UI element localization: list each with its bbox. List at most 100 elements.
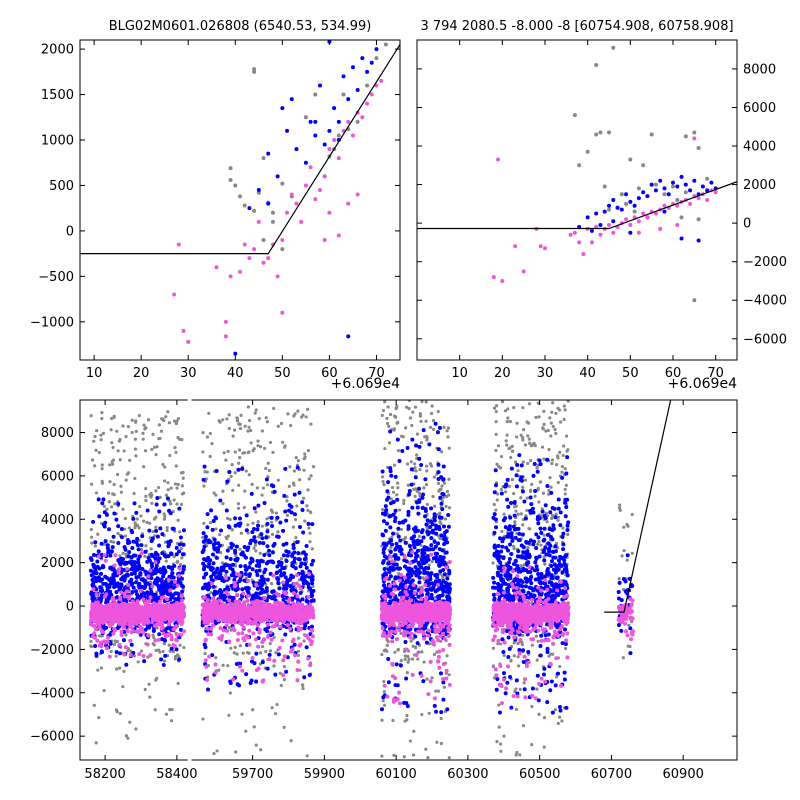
data-point-pink bbox=[104, 606, 109, 611]
data-point-blue bbox=[211, 552, 216, 557]
data-point-grey bbox=[395, 493, 399, 497]
data-point-grey bbox=[382, 703, 387, 707]
data-point-blue bbox=[177, 542, 182, 547]
data-point-pink bbox=[236, 631, 241, 636]
data-point-pink bbox=[641, 211, 646, 216]
data-point-blue bbox=[222, 595, 227, 600]
data-point-grey bbox=[417, 650, 421, 654]
data-point-grey bbox=[175, 419, 179, 423]
data-point-blue bbox=[289, 97, 294, 102]
data-point-blue bbox=[230, 596, 235, 601]
data-point-blue bbox=[122, 561, 127, 566]
data-point-blue bbox=[244, 513, 249, 518]
data-point-grey bbox=[414, 646, 418, 650]
data-point-blue bbox=[284, 518, 289, 523]
data-point-grey bbox=[164, 712, 169, 716]
data-point-grey bbox=[301, 413, 305, 417]
data-point-blue bbox=[159, 586, 164, 591]
data-point-grey bbox=[419, 441, 423, 445]
data-point-blue bbox=[104, 512, 109, 517]
data-point-blue bbox=[134, 589, 139, 594]
data-point-pink bbox=[280, 638, 285, 643]
data-point-blue bbox=[441, 568, 446, 573]
data-point-pink bbox=[280, 238, 285, 242]
data-point-pink bbox=[296, 627, 301, 632]
data-point-grey bbox=[124, 434, 128, 439]
data-point-grey bbox=[391, 490, 396, 494]
data-point-grey bbox=[163, 540, 167, 544]
data-point-grey bbox=[392, 463, 397, 467]
data-point-grey bbox=[413, 494, 417, 499]
data-point-blue bbox=[709, 180, 714, 185]
data-point-blue bbox=[311, 598, 316, 603]
data-point-grey bbox=[405, 671, 409, 675]
data-point-grey bbox=[313, 92, 318, 97]
data-point-blue bbox=[137, 581, 142, 586]
data-point-pink bbox=[300, 602, 305, 607]
data-point-blue bbox=[100, 577, 105, 582]
data-point-grey bbox=[157, 437, 161, 441]
data-point-grey bbox=[149, 547, 153, 551]
data-point-grey bbox=[386, 640, 390, 644]
data-point-grey bbox=[212, 491, 216, 495]
data-point-grey bbox=[137, 526, 141, 530]
data-point-blue bbox=[255, 595, 260, 600]
data-point-grey bbox=[180, 492, 185, 496]
data-point-pink bbox=[100, 630, 105, 635]
data-point-blue bbox=[265, 666, 270, 671]
data-point-pink bbox=[238, 269, 242, 274]
data-point-grey bbox=[270, 210, 275, 215]
data-point-grey bbox=[235, 419, 240, 423]
data-point-grey bbox=[387, 424, 391, 428]
data-point-blue bbox=[110, 545, 115, 550]
data-point-grey bbox=[172, 419, 177, 423]
data-point-grey bbox=[303, 452, 307, 456]
data-point-blue bbox=[119, 582, 124, 587]
data-point-grey bbox=[414, 487, 418, 491]
data-point-grey bbox=[106, 491, 111, 495]
data-point-grey bbox=[108, 480, 112, 484]
data-point-blue bbox=[155, 496, 160, 501]
data-point-pink bbox=[286, 599, 291, 604]
data-point-grey bbox=[306, 508, 310, 512]
data-point-blue bbox=[594, 211, 599, 216]
data-point-blue bbox=[230, 567, 235, 572]
data-point-blue bbox=[96, 549, 101, 554]
data-point-grey bbox=[97, 715, 101, 720]
data-point-blue bbox=[395, 497, 400, 502]
panel-top-right-title: 3 794 2080.5 -8.000 -8 [60754.908, 60758… bbox=[420, 19, 733, 34]
data-point-pink bbox=[293, 608, 298, 613]
data-point-blue bbox=[99, 649, 104, 654]
y-tick-label: 2000 bbox=[743, 178, 776, 193]
data-point-blue bbox=[129, 561, 134, 566]
data-point-blue bbox=[167, 508, 172, 513]
data-point-blue bbox=[299, 561, 304, 566]
data-point-pink bbox=[281, 620, 286, 625]
data-point-blue bbox=[287, 583, 292, 588]
data-point-grey bbox=[243, 424, 247, 428]
data-point-pink bbox=[237, 664, 242, 669]
data-point-grey bbox=[150, 447, 154, 452]
data-point-pink bbox=[228, 274, 233, 279]
data-point-blue bbox=[284, 559, 289, 564]
data-point-pink bbox=[128, 638, 133, 643]
data-point-grey bbox=[392, 427, 397, 431]
data-point-pink bbox=[304, 633, 309, 638]
data-point-grey bbox=[154, 525, 158, 529]
data-point-grey bbox=[443, 517, 448, 521]
data-point-grey bbox=[225, 417, 229, 421]
data-point-blue bbox=[407, 489, 412, 494]
data-point-grey bbox=[236, 502, 241, 506]
data-point-pink bbox=[268, 630, 273, 635]
data-point-grey bbox=[136, 660, 140, 664]
data-point-blue bbox=[700, 184, 705, 189]
data-point-grey bbox=[227, 426, 231, 431]
data-point-pink bbox=[161, 595, 166, 600]
data-point-grey bbox=[144, 544, 148, 548]
data-point-grey bbox=[307, 477, 311, 481]
data-point-pink bbox=[332, 138, 337, 142]
data-point-grey bbox=[109, 428, 113, 432]
data-point-grey bbox=[101, 431, 106, 435]
data-point-blue bbox=[133, 564, 138, 569]
data-point-grey bbox=[175, 486, 179, 490]
